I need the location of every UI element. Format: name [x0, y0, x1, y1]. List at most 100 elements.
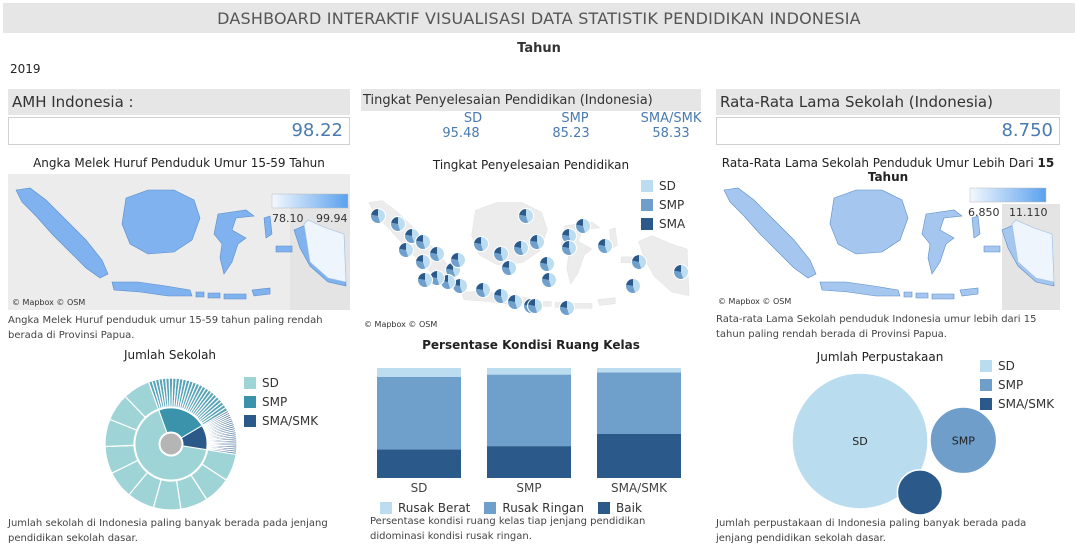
- legend-label: SMP: [262, 394, 288, 409]
- bar-segment-rusak-ringan[interactable]: [377, 376, 461, 450]
- bar-segment-rusak-ringan[interactable]: [597, 372, 681, 434]
- chart-sekolah[interactable]: [90, 370, 250, 520]
- kpi-amh-label: AMH Indonesia :: [8, 89, 350, 115]
- bar-segment-baik[interactable]: [487, 446, 571, 478]
- sunburst-inner-smasmk[interactable]: [180, 424, 208, 451]
- map-rls-legend-max: 11.110: [1009, 206, 1048, 219]
- chart-sekolah-legend: SD SMP SMA/SMK: [244, 373, 318, 430]
- legend-label: SD: [998, 358, 1015, 373]
- legend-item-sd[interactable]: SD: [641, 176, 685, 195]
- legend-item-smp[interactable]: SMP: [641, 195, 685, 214]
- legend-label: SMP: [659, 197, 685, 212]
- pie-marker[interactable]: [541, 272, 557, 288]
- legend-item-smp[interactable]: SMP: [980, 375, 1054, 394]
- map-rls-title: Rata-Rata Lama Sekolah Penduduk Umur Leb…: [716, 156, 1060, 184]
- legend-label: SMA: [659, 216, 686, 231]
- pie-marker[interactable]: [625, 278, 641, 294]
- pie-marker[interactable]: [429, 246, 445, 262]
- pie-marker[interactable]: [475, 282, 491, 298]
- legend-item-sma[interactable]: SMA/SMK: [244, 411, 318, 430]
- kpi-tingkat-col-name: SMP: [561, 111, 589, 126]
- legend-swatch: [980, 359, 992, 372]
- pie-marker[interactable]: [493, 246, 509, 262]
- kpi-tingkat-col-sma[interactable]: SMA/SMK 58.33: [631, 111, 711, 141]
- bar-segment-rusak-berat[interactable]: [597, 368, 681, 373]
- kpi-tingkat-col-sd[interactable]: SD 95.48: [421, 111, 501, 141]
- pie-marker[interactable]: [429, 270, 445, 286]
- map-pie-markers[interactable]: [370, 208, 689, 316]
- bubble-sd[interactable]: [791, 372, 929, 510]
- pie-marker[interactable]: [575, 218, 591, 234]
- pie-marker[interactable]: [527, 298, 543, 314]
- legend-item-sd[interactable]: SD: [244, 373, 318, 392]
- legend-swatch: [244, 376, 256, 389]
- year-filter-value[interactable]: 2019: [10, 62, 41, 76]
- map-amh-attribution: © Mapbox © OSM: [12, 298, 86, 307]
- chart-perpus-note: Jumlah perpustakaan di Indonesia paling …: [716, 518, 1027, 544]
- map-tingkat[interactable]: [361, 172, 701, 330]
- pie-marker[interactable]: [398, 242, 414, 258]
- bar-category-label: SD: [411, 481, 428, 495]
- chart-sekolah-note: Jumlah sekolah di Indonesia paling banya…: [8, 518, 328, 544]
- bar-segment-baik[interactable]: [597, 434, 681, 478]
- pie-marker[interactable]: [450, 252, 466, 268]
- pie-marker[interactable]: [501, 260, 517, 276]
- chart-perpus[interactable]: SD SMP: [760, 360, 1060, 516]
- chart-sekolah-title: Jumlah Sekolah: [123, 348, 217, 362]
- pie-marker[interactable]: [415, 254, 431, 270]
- pie-marker[interactable]: [417, 272, 433, 288]
- kpi-rls-value[interactable]: 8.750: [716, 117, 1060, 145]
- kpi-tingkat-col-smp[interactable]: SMP 85.23: [531, 111, 611, 141]
- legend-label: Rusak Ringan: [502, 500, 585, 515]
- legend-item-baik[interactable]: Baik: [598, 498, 642, 517]
- legend-label: SD: [659, 178, 676, 193]
- legend-item-rusak-ringan[interactable]: Rusak Ringan: [484, 498, 584, 517]
- chart-ruang[interactable]: SD SMP SMA/SMK: [361, 358, 701, 510]
- chart-perpus-title: Jumlah Perpustakaan: [816, 350, 944, 364]
- kpi-tingkat-col-value: 95.48: [442, 126, 480, 141]
- legend-item-rusak-berat[interactable]: Rusak Berat: [380, 498, 470, 517]
- kpi-tingkat-col-value: 58.33: [652, 126, 690, 141]
- pie-marker[interactable]: [507, 294, 523, 310]
- pie-marker[interactable]: [370, 208, 386, 224]
- pie-marker[interactable]: [529, 234, 545, 250]
- map-tingkat-attribution: © Mapbox © OSM: [364, 320, 438, 329]
- bar-segment-rusak-berat[interactable]: [377, 368, 461, 377]
- pie-marker[interactable]: [390, 216, 406, 232]
- bar-segment-rusak-berat[interactable]: [487, 368, 571, 375]
- legend-item-sd[interactable]: SD: [980, 356, 1054, 375]
- bar-segment-rusak-ringan[interactable]: [487, 374, 571, 447]
- map-province-papua[interactable]: [303, 219, 347, 283]
- legend-item-sma[interactable]: SMA: [641, 214, 685, 233]
- legend-item-smp[interactable]: SMP: [244, 392, 318, 411]
- pie-marker[interactable]: [597, 238, 613, 254]
- map-rls-legend-min: 6.850: [968, 206, 1000, 219]
- sunburst-outer-slice[interactable]: [206, 447, 238, 456]
- map-amh-legend-min: 78.10: [272, 212, 304, 225]
- pie-marker[interactable]: [493, 288, 509, 304]
- map-rls[interactable]: [716, 174, 1060, 310]
- pie-marker[interactable]: [561, 240, 577, 256]
- map-province-papua[interactable]: [1011, 219, 1055, 283]
- sunburst-inner-sd[interactable]: [134, 409, 208, 481]
- bubble-smasmk[interactable]: [896, 469, 944, 516]
- kpi-amh-value[interactable]: 98.22: [8, 117, 350, 145]
- map-tingkat-legend: SD SMP SMA: [641, 176, 685, 233]
- pie-marker[interactable]: [539, 256, 555, 272]
- pie-marker[interactable]: [673, 264, 689, 280]
- pie-marker[interactable]: [518, 208, 534, 224]
- pie-marker[interactable]: [631, 254, 647, 270]
- pie-marker[interactable]: [559, 300, 575, 316]
- map-amh-title: Angka Melek Huruf Penduduk Umur 15-59 Ta…: [33, 156, 325, 170]
- pie-marker[interactable]: [415, 234, 431, 250]
- legend-item-sma[interactable]: SMA/SMK: [980, 394, 1054, 413]
- bubble-smp[interactable]: [929, 406, 998, 475]
- bar-segment-baik[interactable]: [377, 449, 461, 478]
- pie-marker[interactable]: [473, 236, 489, 252]
- kpi-tingkat: Tingkat Penyelesaian Pendidikan (Indones…: [361, 89, 701, 145]
- legend-label: SMA/SMK: [998, 396, 1055, 411]
- pie-marker[interactable]: [513, 240, 529, 256]
- map-amh[interactable]: [8, 174, 350, 310]
- bar-category-label: SMA/SMK: [611, 481, 668, 495]
- kpi-rls: Rata-Rata Lama Sekolah (Indonesia) 8.750: [716, 89, 1060, 145]
